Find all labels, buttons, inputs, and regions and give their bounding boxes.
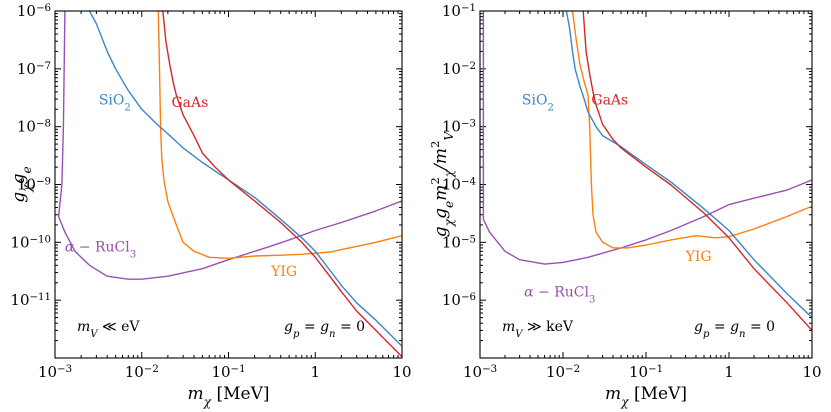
series-label-GaAs: GaAs <box>591 93 628 109</box>
x-tick-label: 10−1 <box>629 363 663 381</box>
x-tick-label: 10−2 <box>125 363 159 381</box>
series-SiO2-line <box>88 11 402 347</box>
y-tick-label: 10−6 <box>442 291 476 309</box>
y-tick-label: 10−3 <box>442 118 476 136</box>
curves <box>57 11 402 358</box>
y-tick-label: 10−5 <box>442 233 476 251</box>
right-panel: 10−3 10−2 10−1 1 10 10−6 10−5 10−4 10−3 10−2 10−1 S… <box>428 2 822 409</box>
plot-frame <box>479 10 813 359</box>
x-tick-label: 10 <box>802 363 821 381</box>
series-RuCl3-line <box>57 11 402 280</box>
x-tick-label: 1 <box>724 363 734 381</box>
regime-annotation: mV ≪ eV <box>77 319 140 340</box>
series-YIG-line <box>571 11 812 249</box>
series-label-GaAs: GaAs <box>171 95 208 111</box>
y-tick-label: 10−8 <box>17 118 51 136</box>
series-label-SiO2: SiO2 <box>522 93 554 114</box>
y-tick-label: 10−9 <box>17 176 51 194</box>
coupling-annotation: gp = gn = 0 <box>284 319 365 340</box>
y-tick-label: 10−1 <box>442 2 476 20</box>
x-tick-label: 10 <box>392 363 411 381</box>
x-tick-label: 10−2 <box>546 363 580 381</box>
series-label-RuCl3: α − RuCl3 <box>65 239 136 259</box>
series-RuCl3-line <box>482 11 812 265</box>
curves <box>482 11 812 331</box>
x-axis-label: mχ [MeV] <box>188 384 270 409</box>
coupling-annotation: gp = gn = 0 <box>694 319 775 340</box>
series-label-YIG: YIG <box>685 249 712 265</box>
left-panel: 10−3 10−2 10−1 1 1010−1110−1010−910−810−710−… <box>9 2 412 409</box>
x-tick-label: 10−3 <box>463 363 497 381</box>
series-GaAs-line <box>582 11 812 331</box>
x-tick-label: 1 <box>310 363 320 381</box>
series-SiO2-line <box>565 11 812 319</box>
y-tick-label: 10−2 <box>442 60 476 78</box>
series-label-SiO2: SiO2 <box>99 93 131 114</box>
y-tick-label: 10−11 <box>10 291 51 309</box>
y-tick-label: 10−6 <box>17 2 51 20</box>
y-tick-label: 10−4 <box>442 176 476 194</box>
series-label-RuCl3: α − RuCl3 <box>524 285 595 306</box>
series-label-YIG: YIG <box>270 264 297 280</box>
y-axis-label: gχgem2χ/m2V <box>428 131 456 238</box>
plot-frame <box>54 10 403 359</box>
y-tick-label: 10−7 <box>17 60 51 78</box>
regime-annotation: mV ≫ keV <box>502 319 574 340</box>
y-axis-label: gχge <box>9 166 34 202</box>
x-tick-label: 10−1 <box>211 363 245 381</box>
series-GaAs-line <box>162 11 402 358</box>
x-tick-label: 10−3 <box>38 363 72 381</box>
x-axis-label: mχ [MeV] <box>605 384 687 409</box>
y-tick-label: 10−10 <box>10 233 51 251</box>
series-YIG-line <box>157 11 402 259</box>
